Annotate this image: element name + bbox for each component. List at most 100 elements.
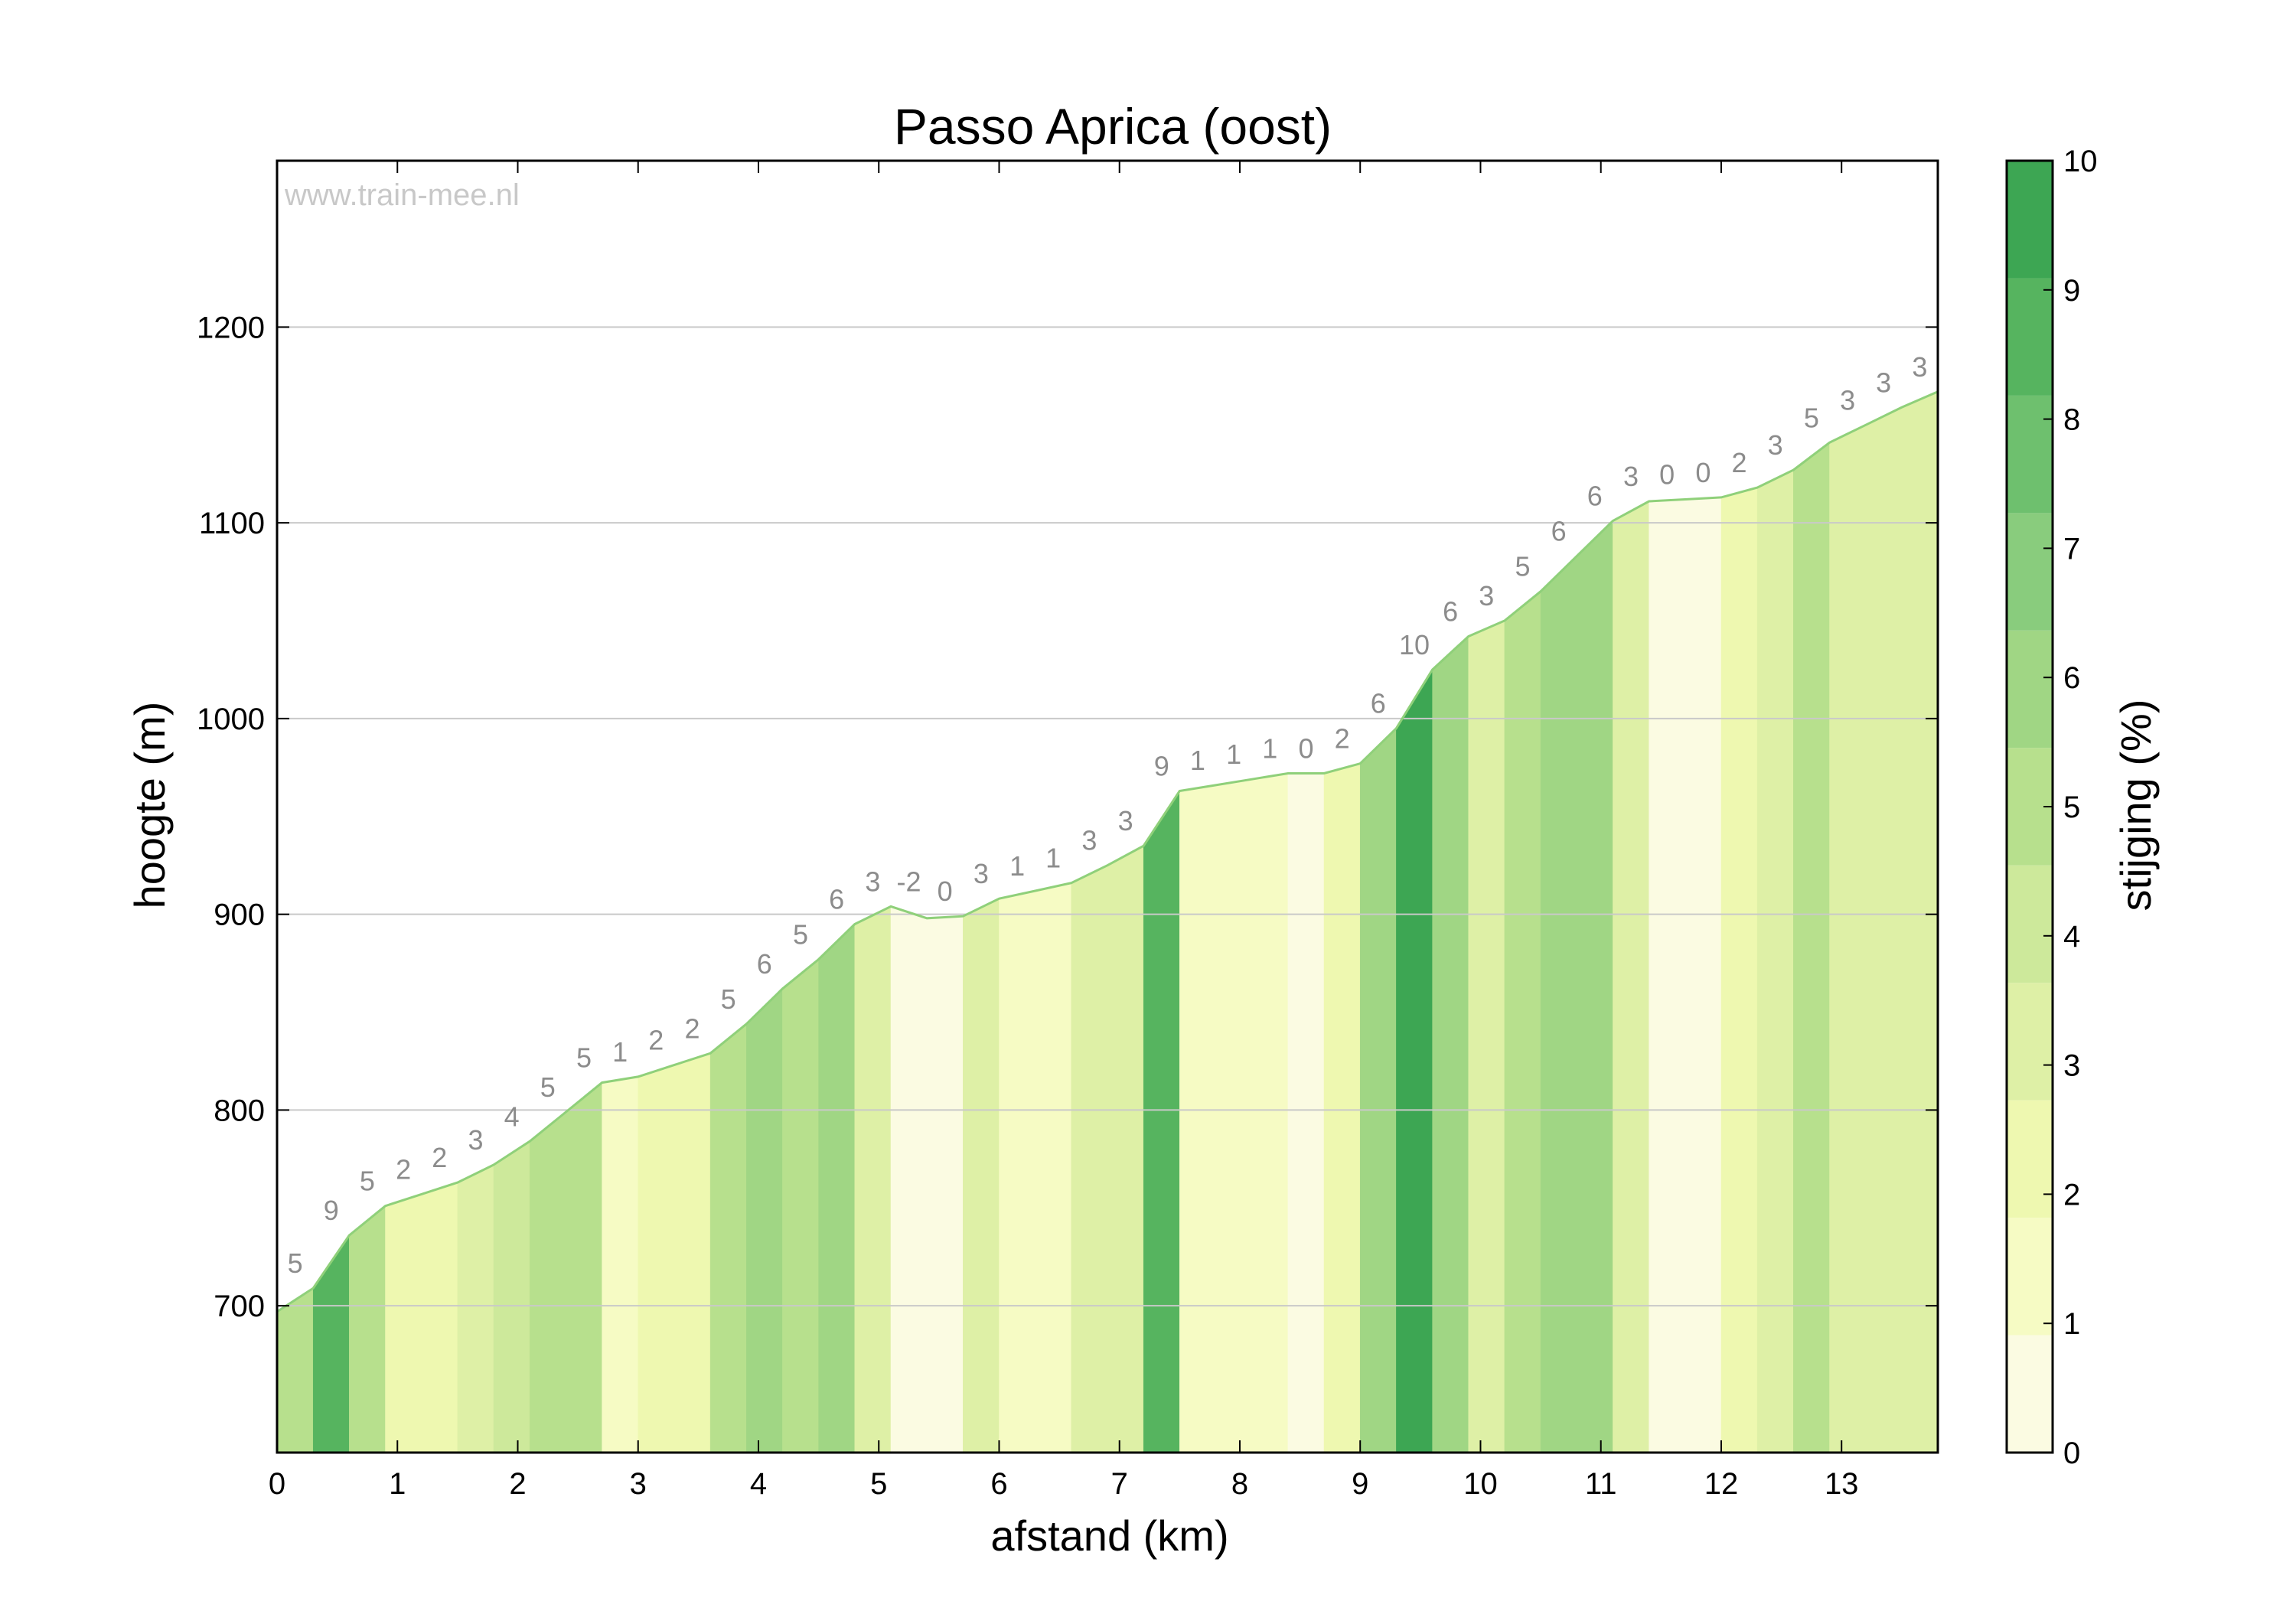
x-tick-label: 6 (990, 1467, 1007, 1501)
profile-segment (1071, 865, 1108, 1453)
grade-label: 5 (721, 983, 736, 1015)
grade-label: 6 (1551, 516, 1567, 547)
colorbar-tick-label: 1 (2063, 1307, 2080, 1341)
profile-segment (673, 1052, 711, 1453)
profile-segment (1684, 497, 1722, 1453)
colorbar-tick-label: 6 (2063, 661, 2080, 695)
x-tick-label: 2 (509, 1467, 526, 1501)
colorbar-band (2007, 278, 2053, 396)
grade-label: 3 (1479, 580, 1494, 611)
colorbar-tick-label: 2 (2063, 1178, 2080, 1212)
grade-label: 9 (1154, 751, 1169, 782)
colorbar-band (2007, 513, 2053, 631)
profile-segment (782, 958, 819, 1453)
grade-label: -2 (896, 866, 921, 897)
grade-label: 0 (1695, 457, 1711, 488)
profile-segment (709, 1023, 747, 1453)
grade-label: 3 (1912, 351, 1927, 383)
colorbar-band (2007, 1218, 2053, 1335)
profile-segment (854, 905, 892, 1453)
grade-label: 3 (1768, 429, 1783, 461)
grade-label: 3 (1840, 384, 1855, 416)
grade-label: 2 (432, 1142, 447, 1173)
y-tick-label: 900 (214, 898, 265, 932)
grade-label: 5 (1515, 551, 1530, 582)
colorbar-tick-label: 7 (2063, 532, 2080, 566)
grade-label: 6 (829, 884, 844, 915)
profile-segment (1107, 845, 1144, 1453)
profile-segment (999, 890, 1035, 1453)
profile-segment (349, 1205, 386, 1453)
grade-label: 3 (468, 1124, 483, 1156)
y-axis-title: hoogte (m) (126, 702, 174, 909)
colorbar-band (2007, 983, 2053, 1101)
y-tick-label: 1200 (197, 311, 265, 344)
profile-segment (1468, 620, 1505, 1453)
profile-segment (818, 923, 856, 1453)
profile-segment (385, 1194, 422, 1453)
y-tick-label: 1000 (197, 703, 265, 736)
x-tick-label: 4 (750, 1467, 767, 1501)
grade-label: 3 (1081, 825, 1097, 856)
profile-line (276, 390, 1939, 1313)
grade-label: 0 (938, 876, 953, 907)
x-axis-title: afstand (km) (990, 1512, 1228, 1560)
grade-label: 5 (793, 919, 808, 951)
profile-segment (1143, 790, 1180, 1453)
grade-label: 1 (612, 1036, 628, 1068)
profile-segment (1504, 591, 1541, 1453)
watermark: www.train-mee.nl (284, 178, 520, 212)
colorbar-band (2007, 1335, 2053, 1453)
grade-label: 3 (865, 866, 880, 897)
grade-label: 3 (1623, 461, 1639, 492)
profile-segment (1035, 882, 1072, 1453)
profile-segment (1359, 728, 1397, 1453)
profile-segment (1323, 763, 1361, 1453)
profile-segment (1649, 499, 1686, 1453)
grade-label: 9 (324, 1195, 339, 1226)
grade-label: 3 (1118, 805, 1133, 836)
x-tick-label: 11 (1585, 1467, 1617, 1501)
grade-label: 1 (1262, 733, 1277, 765)
x-tick-label: 0 (269, 1467, 285, 1501)
grade-label: 0 (1659, 459, 1675, 491)
profile-segment (638, 1065, 675, 1453)
profile-segment (746, 988, 783, 1453)
grade-label: 2 (1335, 723, 1350, 755)
grade-label: 2 (648, 1025, 664, 1056)
profile-segment (1540, 556, 1577, 1453)
x-tick-label: 1 (389, 1467, 406, 1501)
profile-segment (1251, 773, 1289, 1453)
colorbar-band (2007, 630, 2053, 748)
colorbar-band (2007, 161, 2053, 279)
profile-segment (1865, 406, 1903, 1453)
grade-label: 6 (1587, 481, 1603, 512)
profile-segment (1215, 778, 1252, 1453)
profile-segment (1901, 391, 1939, 1453)
grade-label: 2 (684, 1013, 700, 1044)
profile-segment (566, 1082, 602, 1453)
profile-segment (1432, 635, 1469, 1453)
profile-segment (1829, 424, 1866, 1453)
profile-segment (529, 1111, 566, 1453)
colorbar-tick-label: 4 (2063, 920, 2080, 954)
grade-label: 6 (1371, 688, 1386, 719)
profile-segment (1720, 487, 1758, 1453)
profile-segment (421, 1182, 458, 1453)
y-tick-label: 1100 (199, 507, 265, 540)
grade-label: 6 (757, 948, 772, 980)
grade-label: 6 (1443, 596, 1458, 628)
grade-label: 5 (540, 1071, 556, 1103)
grade-label: 5 (576, 1042, 592, 1074)
x-tick-label: 10 (1463, 1467, 1498, 1501)
profile-segment (1287, 773, 1325, 1453)
profile-segment (963, 898, 1000, 1453)
grade-label: 5 (360, 1166, 375, 1197)
x-tick-label: 7 (1111, 1467, 1128, 1501)
grade-label: 1 (1009, 850, 1025, 882)
grade-label: 4 (504, 1101, 520, 1132)
colorbar-tick-label: 0 (2063, 1437, 2080, 1470)
colorbar-band (2007, 865, 2053, 983)
profile-segment (1577, 520, 1613, 1453)
